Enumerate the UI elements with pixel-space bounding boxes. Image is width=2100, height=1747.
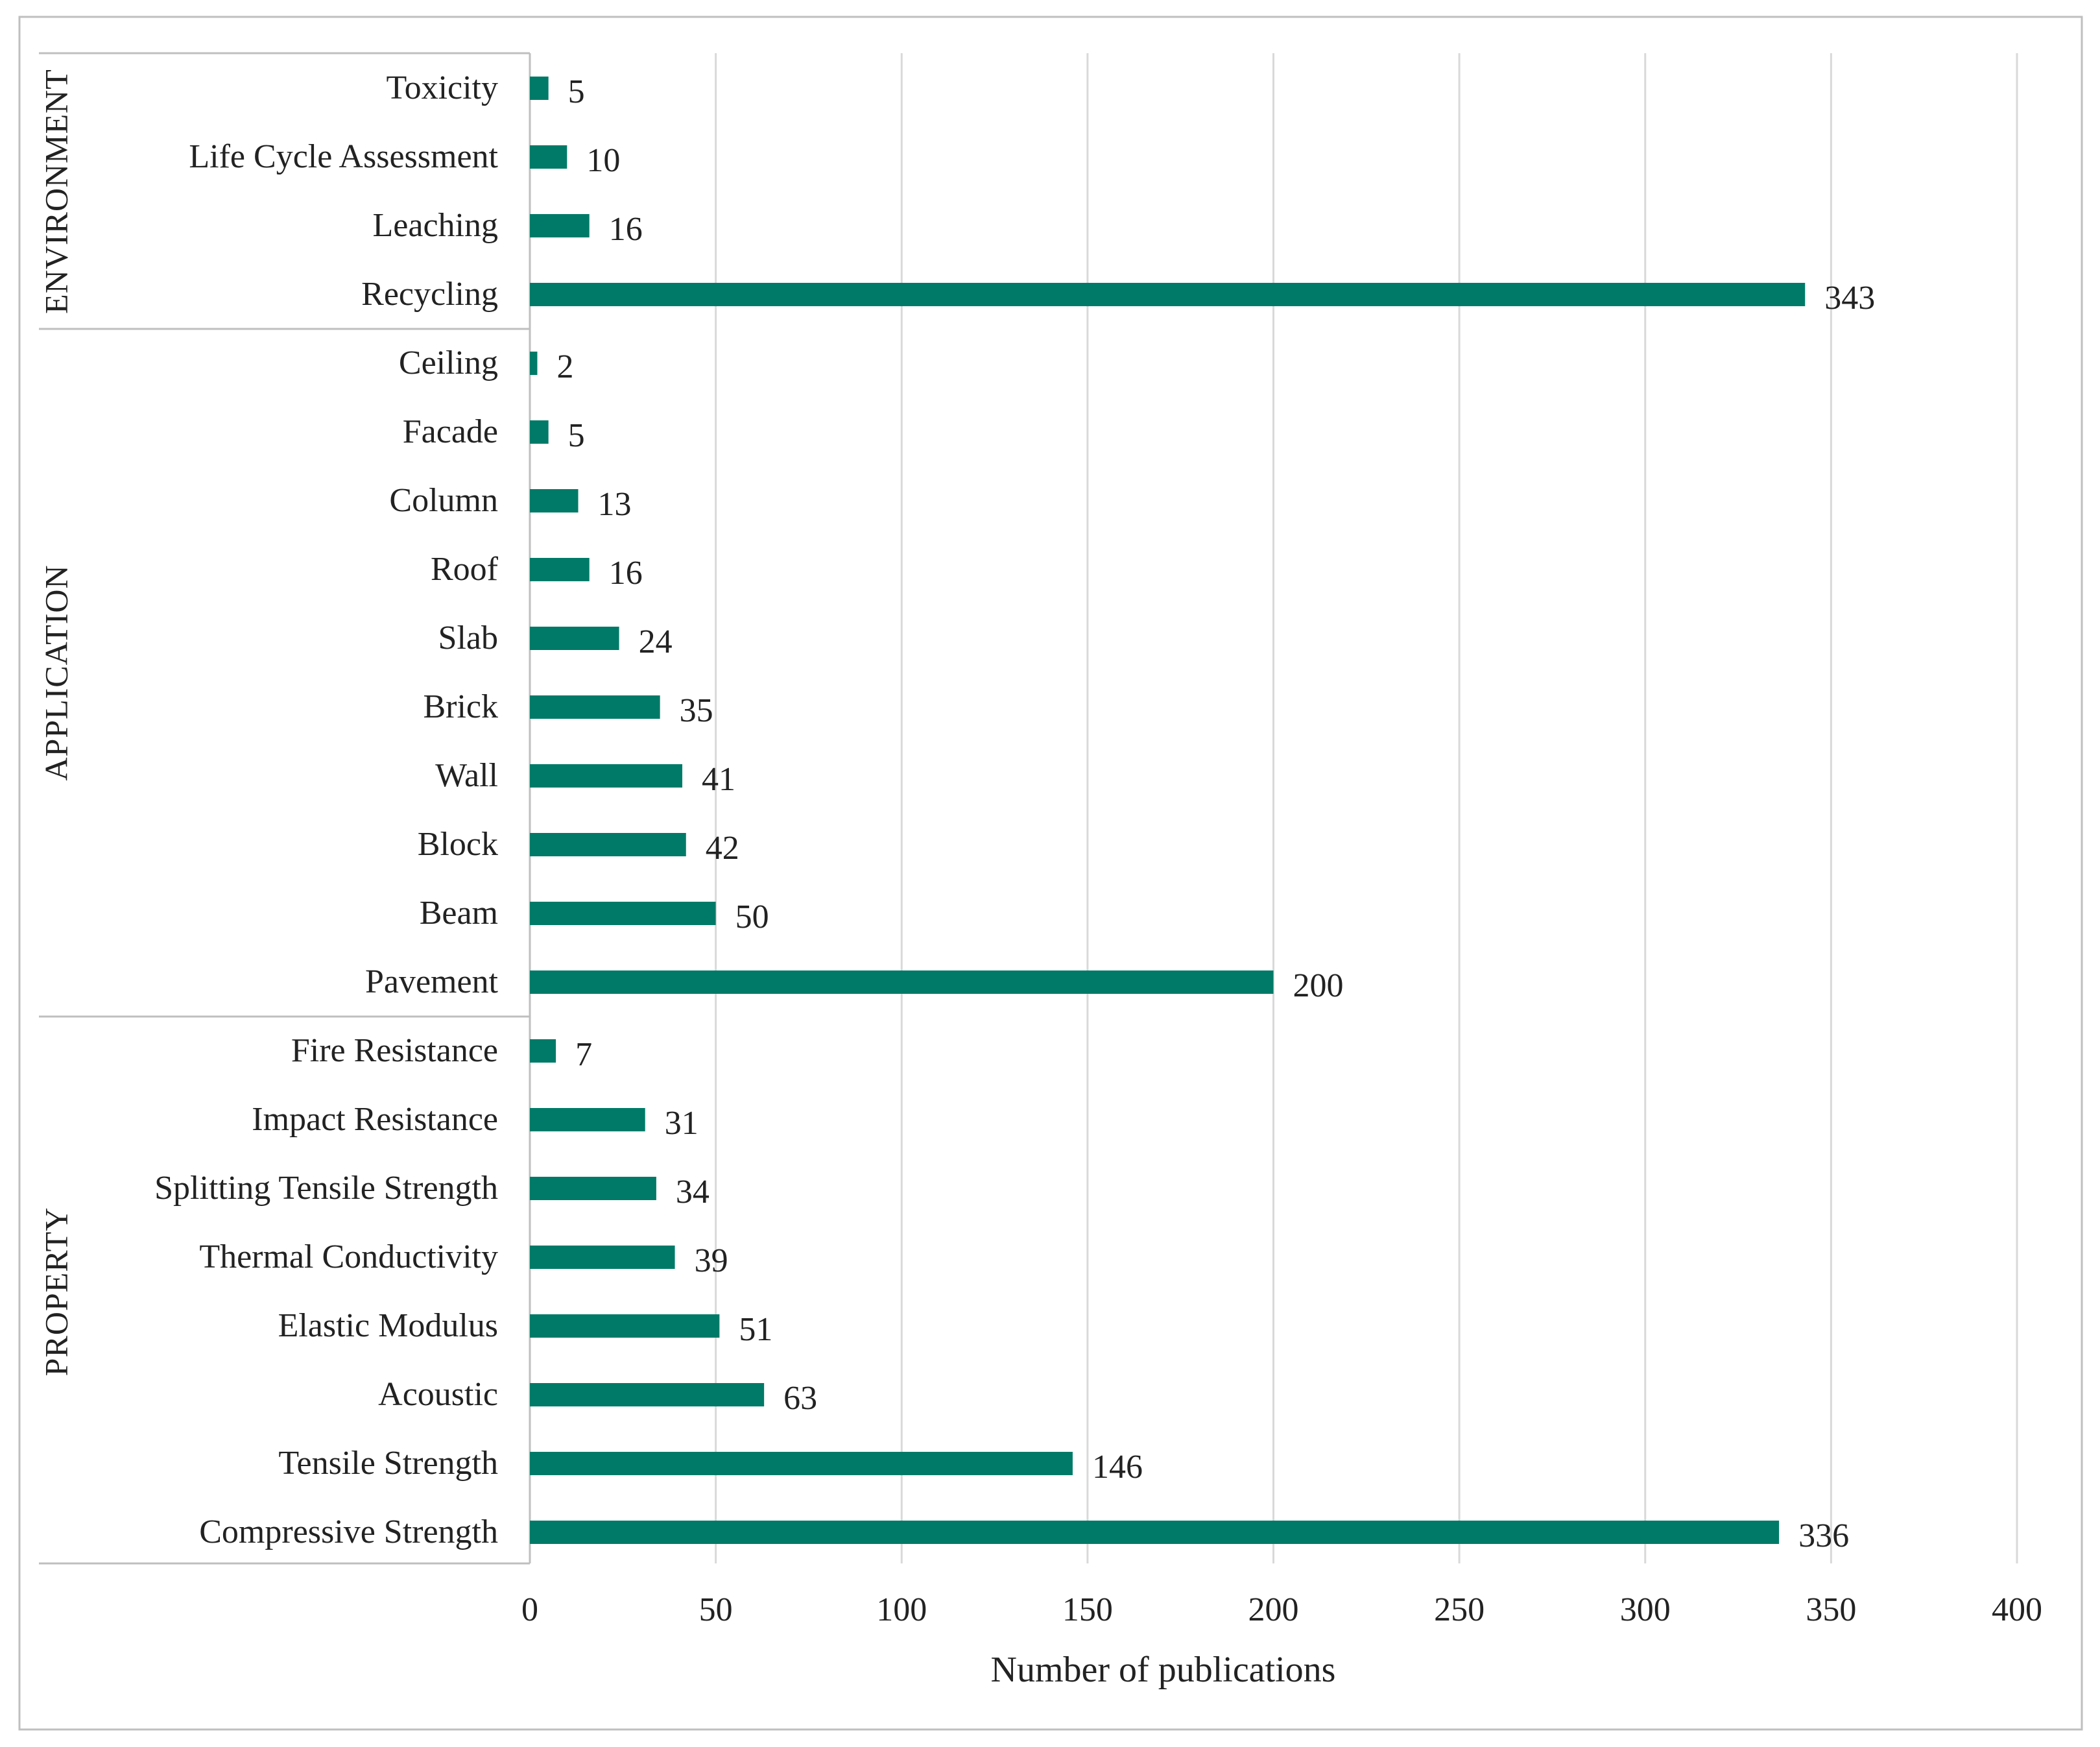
- category-label: Tensile Strength: [278, 1445, 498, 1482]
- category-label: Elastic Modulus: [278, 1307, 498, 1344]
- category-label: Column: [389, 482, 498, 519]
- category-label: Thermal Conductivity: [199, 1238, 498, 1275]
- category-label: Acoustic: [378, 1376, 498, 1413]
- value-label: 10: [586, 142, 620, 179]
- category-label: Brick: [423, 688, 498, 725]
- x-tick-label: 100: [876, 1591, 927, 1628]
- bar: [530, 1246, 675, 1269]
- bar: [530, 214, 590, 237]
- bar: [530, 1521, 1780, 1544]
- category-label: Impact Resistance: [252, 1101, 498, 1138]
- value-label: 13: [598, 486, 632, 523]
- value-label: 35: [680, 692, 713, 729]
- value-label: 34: [676, 1174, 710, 1211]
- bar: [530, 627, 619, 650]
- category-label: Block: [418, 826, 498, 863]
- bar: [530, 283, 1806, 306]
- category-label: Leaching: [373, 207, 498, 244]
- category-label: Recycling: [361, 276, 498, 313]
- bar: [530, 1383, 765, 1406]
- group-label: APPLICATION: [38, 564, 74, 780]
- bar: [530, 352, 538, 375]
- bar: [530, 1452, 1073, 1475]
- bar: [530, 1108, 645, 1131]
- value-label: 63: [783, 1380, 817, 1417]
- category-label: Facade: [403, 413, 498, 450]
- bar: [530, 145, 567, 169]
- value-label: 42: [706, 830, 739, 867]
- bar: [530, 970, 1274, 994]
- bar: [530, 77, 549, 100]
- group-label: ENVIRONMENT: [38, 69, 74, 314]
- category-label: Fire Resistance: [291, 1032, 498, 1069]
- bar: [530, 764, 683, 788]
- x-axis-ticks: 0 50 100 150 200 250 300 350 400: [521, 1591, 2042, 1628]
- x-tick-label: 300: [1620, 1591, 1671, 1628]
- category-label: Life Cycle Assessment: [189, 138, 498, 175]
- x-tick-label: 0: [521, 1591, 538, 1628]
- bar: [530, 833, 686, 856]
- bars: [530, 77, 1806, 1544]
- group-labels: ENVIRONMENT APPLICATION PROPERTY: [38, 69, 74, 1376]
- value-label: 50: [735, 898, 769, 935]
- category-label: Roof: [431, 551, 499, 588]
- value-label: 5: [568, 73, 585, 110]
- value-label: 51: [739, 1311, 772, 1348]
- x-tick-label: 50: [699, 1591, 733, 1628]
- bar: [530, 420, 549, 444]
- value-label: 200: [1293, 967, 1344, 1004]
- value-label: 39: [695, 1242, 728, 1279]
- bar: [530, 1039, 556, 1063]
- bar: [530, 558, 590, 581]
- bar: [530, 695, 660, 719]
- value-label: 146: [1092, 1449, 1143, 1486]
- category-label: Splitting Tensile Strength: [154, 1170, 498, 1207]
- x-tick-label: 150: [1062, 1591, 1113, 1628]
- x-axis-title: Number of publications: [991, 1650, 1336, 1690]
- x-tick-label: 400: [1992, 1591, 2042, 1628]
- value-label: 41: [702, 761, 735, 798]
- value-label: 7: [575, 1036, 592, 1073]
- bar: [530, 902, 716, 925]
- category-label: Beam: [420, 895, 498, 932]
- value-label: 5: [568, 417, 585, 454]
- value-label: 16: [609, 211, 643, 248]
- value-label: 336: [1798, 1517, 1849, 1554]
- category-label: Pavement: [365, 963, 499, 1000]
- x-tick-label: 200: [1248, 1591, 1299, 1628]
- category-label: Ceiling: [399, 344, 498, 381]
- value-label: 2: [556, 348, 573, 385]
- category-label: Slab: [438, 620, 498, 657]
- x-tick-label: 250: [1434, 1591, 1485, 1628]
- group-label: PROPERTY: [38, 1207, 74, 1377]
- bar: [530, 489, 579, 512]
- value-label: 16: [609, 555, 643, 592]
- value-label: 31: [665, 1105, 698, 1142]
- bar: [530, 1314, 720, 1338]
- value-label: 343: [1824, 280, 1875, 317]
- bar: [530, 1177, 656, 1200]
- category-label: Wall: [435, 757, 498, 794]
- x-tick-label: 350: [1806, 1591, 1856, 1628]
- value-labels: 5101634325131624354142502007313439516314…: [556, 73, 1875, 1554]
- value-label: 24: [639, 623, 673, 660]
- category-label: Toxicity: [386, 69, 498, 106]
- category-label: Compressive Strength: [199, 1513, 498, 1550]
- category-labels: Toxicity Life Cycle Assessment Leaching Rec…: [154, 69, 499, 1550]
